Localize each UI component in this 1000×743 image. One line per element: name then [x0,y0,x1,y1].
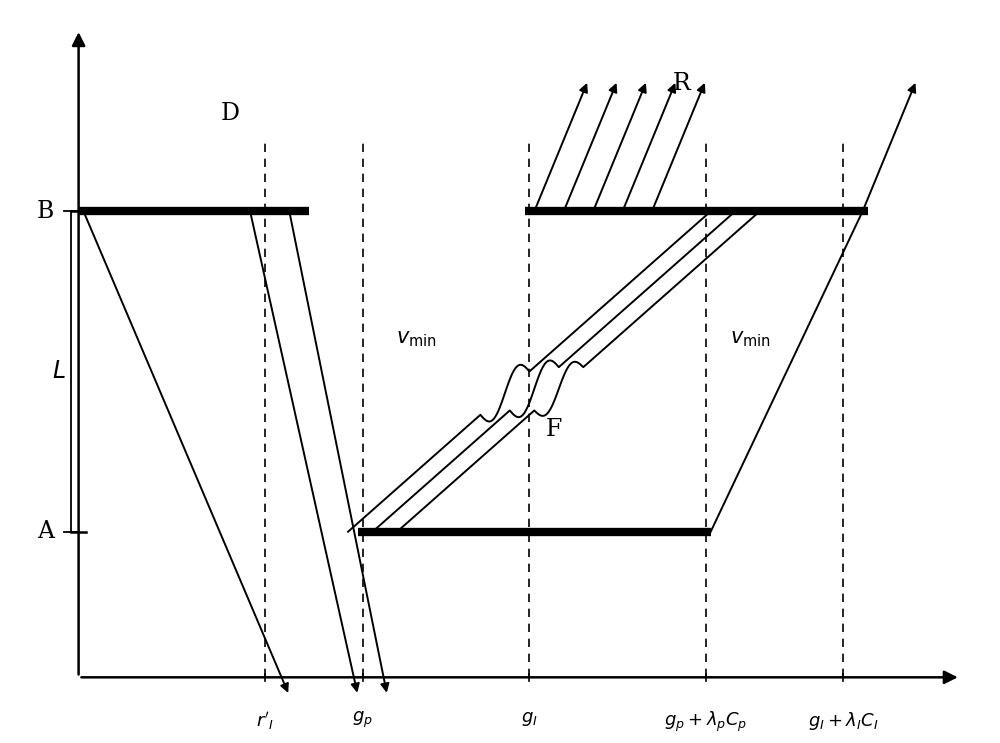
Text: $g_I$: $g_I$ [521,710,538,728]
Text: $r'_I$: $r'_I$ [256,710,274,732]
Text: F: F [546,418,562,441]
Text: B: B [37,200,54,223]
Text: $g_I+\lambda_I C_I$: $g_I+\lambda_I C_I$ [808,710,878,732]
Text: D: D [221,102,240,125]
Text: R: R [672,72,690,95]
Text: $v_{\mathrm{min}}$: $v_{\mathrm{min}}$ [730,329,770,348]
Text: $v_{\mathrm{min}}$: $v_{\mathrm{min}}$ [396,329,437,348]
Text: A: A [37,520,54,543]
Text: $L$: $L$ [52,360,66,383]
Text: $g_p+\lambda_p C_p$: $g_p+\lambda_p C_p$ [664,710,747,734]
Text: $g_p$: $g_p$ [352,710,373,730]
